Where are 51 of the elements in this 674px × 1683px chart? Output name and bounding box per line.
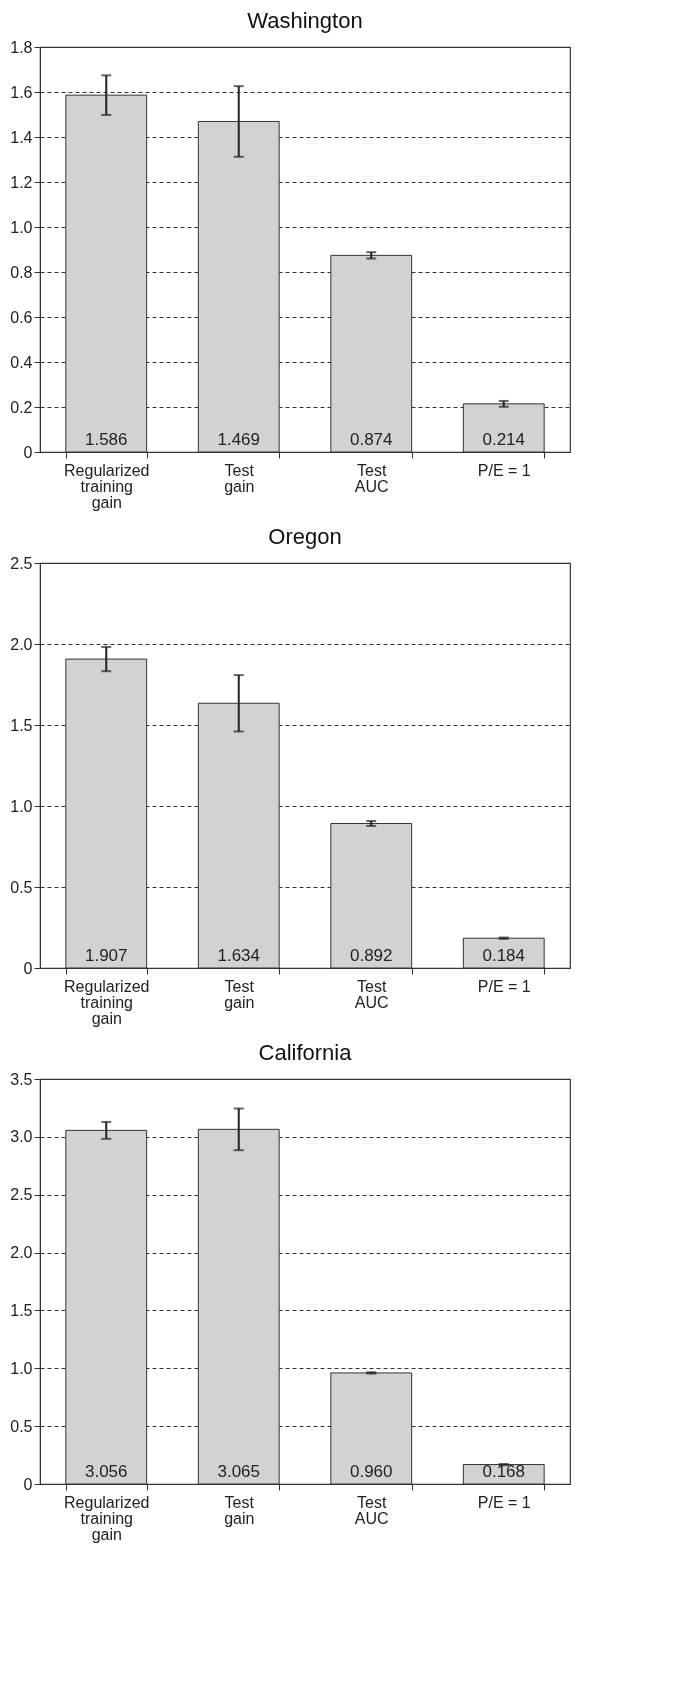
- data-label: 0.184: [482, 946, 526, 965]
- x-tick-label: Test gain: [224, 977, 255, 1011]
- x-tick-label: Test gain: [224, 1493, 255, 1527]
- x-tick-label: Regularized training gain: [64, 461, 150, 511]
- y-tick-label: 1.6: [10, 83, 33, 101]
- data-label: 0.892: [349, 946, 393, 965]
- y-tick-label: 0: [23, 1475, 33, 1493]
- y-tick-label: 1.5: [10, 1301, 33, 1319]
- y-tick-label: 0.2: [10, 398, 33, 416]
- y-tick-label: 2.0: [10, 635, 33, 653]
- data-label: 1.586: [84, 430, 128, 449]
- y-tick-label: 0: [23, 443, 33, 461]
- y-tick-label: 2.5: [10, 1186, 33, 1204]
- y-tick-label: 0.6: [10, 308, 33, 326]
- y-tick-label: 1.5: [10, 716, 33, 734]
- y-tick-label: 3.0: [10, 1128, 33, 1146]
- y-tick-label: 0: [23, 959, 33, 977]
- x-tick-label: Test AUC: [354, 977, 389, 1011]
- x-tick-label: Test gain: [224, 461, 255, 495]
- y-tick-label: 0.8: [10, 263, 33, 281]
- chart-title: Oregon: [268, 524, 342, 549]
- data-label: 1.469: [217, 430, 261, 449]
- data-label: 0.960: [349, 1462, 393, 1481]
- y-tick-label: 0.4: [10, 353, 33, 371]
- y-tick-label: 1.8: [10, 38, 33, 56]
- y-tick-label: 2.5: [10, 554, 33, 572]
- y-tick-label: 0.5: [10, 1417, 33, 1435]
- y-tick-label: 1.4: [10, 128, 33, 146]
- chart-title: Washington: [247, 8, 363, 33]
- x-tick-label: Test AUC: [354, 1493, 389, 1527]
- data-label: 3.056: [84, 1462, 128, 1481]
- data-label: 0.874: [349, 430, 393, 449]
- data-label: 3.065: [217, 1462, 261, 1481]
- data-label: 1.634: [217, 946, 261, 965]
- y-tick-label: 1.0: [10, 797, 33, 815]
- x-tick-label: P/E = 1: [477, 461, 531, 479]
- y-tick-label: 3.5: [10, 1070, 33, 1088]
- y-tick-label: 1.0: [10, 1359, 33, 1377]
- data-label: 0.214: [482, 430, 526, 449]
- x-tick-label: P/E = 1: [477, 977, 531, 995]
- y-tick-label: 2.0: [10, 1244, 33, 1262]
- x-tick-label: Regularized training gain: [64, 977, 150, 1027]
- data-label: 0.168: [482, 1462, 526, 1481]
- x-tick-label: P/E = 1: [477, 1493, 531, 1511]
- y-tick-label: 0.5: [10, 878, 33, 896]
- x-tick-label: Test AUC: [354, 461, 389, 495]
- chart-title: California: [258, 1040, 353, 1065]
- y-tick-label: 1.0: [10, 218, 33, 236]
- x-tick-label: Regularized training gain: [64, 1493, 150, 1543]
- y-tick-label: 1.2: [10, 173, 33, 191]
- data-label: 1.907: [84, 946, 128, 965]
